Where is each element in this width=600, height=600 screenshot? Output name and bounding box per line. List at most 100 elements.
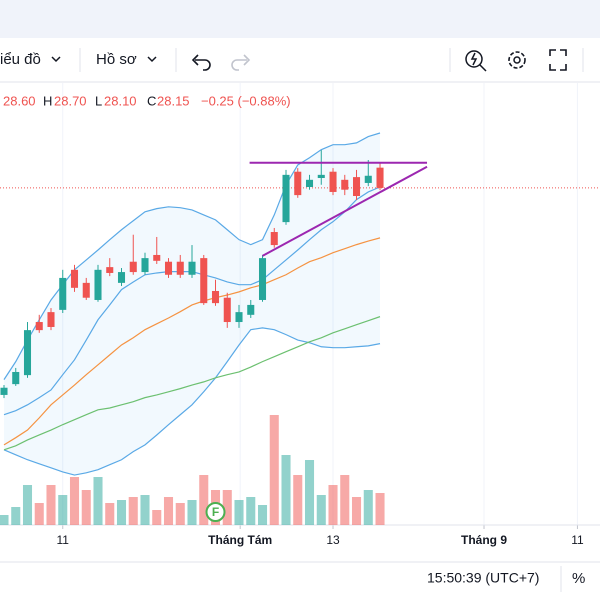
- icon: [465, 50, 483, 68]
- event-label: F: [212, 505, 219, 519]
- x-tick-label: 11: [571, 533, 584, 547]
- high-label: H: [43, 93, 52, 108]
- volume-bar: [316, 495, 326, 525]
- chart: 11 Tháng Tám 13 Tháng 9 11 F: [0, 83, 600, 547]
- volume-bar: [58, 495, 68, 525]
- event-marker[interactable]: F: [205, 502, 226, 522]
- candle-body: [235, 312, 243, 323]
- indicator-line: [3, 237, 381, 446]
- candle-body: [352, 177, 361, 197]
- chevron: [51, 56, 61, 63]
- candle-body: [188, 261, 196, 275]
- candle-body: [258, 258, 267, 300]
- fullscreen-button[interactable]: [549, 49, 567, 71]
- close-value: 28.15: [157, 93, 190, 108]
- candle-body: [106, 267, 114, 273]
- undo-button[interactable]: [191, 54, 211, 71]
- candle-body: [176, 261, 184, 275]
- volume-bar: [140, 495, 150, 525]
- volume-bar: [269, 415, 279, 525]
- event-circle: [205, 502, 226, 522]
- candle-body: [341, 179, 349, 190]
- volume-bar: [351, 497, 362, 525]
- candle-body: [153, 254, 161, 261]
- volume-bar: [340, 475, 350, 525]
- indicator-line: [3, 132, 381, 380]
- chevron: [147, 56, 157, 63]
- candle-body: [317, 174, 325, 179]
- volume-bar: [34, 503, 44, 525]
- volume-bar: [187, 500, 197, 525]
- volume-bar: [375, 493, 385, 525]
- volume-bar: [105, 503, 115, 525]
- volume-bar: [163, 497, 174, 525]
- volume-bar: [81, 490, 91, 525]
- close-label: C: [147, 93, 156, 108]
- candle-body: [329, 171, 337, 192]
- x-tick-label: Tháng 9: [461, 533, 507, 547]
- x-tick-label: 13: [326, 533, 340, 547]
- volume-bar: [11, 507, 21, 525]
- ohlc-legend: 28.60 H 28.70 L 28.10 C 28.15 −0.25 (−0.…: [3, 93, 291, 108]
- candle-body: [0, 387, 8, 395]
- percent-toggle[interactable]: %: [572, 570, 585, 587]
- candle-body: [200, 258, 208, 304]
- toolbar: [0, 38, 600, 82]
- open-value: 28.60: [3, 93, 36, 108]
- candle-body: [47, 312, 55, 327]
- settings-button[interactable]: [508, 51, 526, 69]
- change-value: −0.25 (−0.88%): [201, 93, 291, 108]
- candle-body: [294, 171, 302, 196]
- volume-bar: [175, 503, 185, 525]
- chart-menu-label: iểu đồ: [0, 51, 41, 68]
- volume-bar: [0, 515, 9, 525]
- candle-body: [129, 261, 137, 273]
- top-bar: [0, 0, 600, 38]
- candle-body: [270, 232, 278, 246]
- candle-body: [223, 297, 231, 323]
- volume-bar: [128, 497, 138, 525]
- volume-bar: [257, 505, 268, 525]
- clock: 15:50:39 (UTC+7): [427, 570, 539, 586]
- volume-bar: [93, 477, 103, 525]
- low-label: L: [95, 93, 102, 108]
- candle-body: [70, 269, 79, 288]
- candle-body: [23, 330, 32, 376]
- icon: [513, 56, 521, 64]
- x-tick-label: Tháng Tám: [208, 533, 272, 547]
- candle-body: [164, 261, 173, 275]
- candle-body: [59, 277, 67, 310]
- indicator-line: [3, 316, 381, 451]
- volume-bar: [363, 490, 373, 525]
- candle-body: [94, 269, 102, 300]
- candle-body: [35, 322, 43, 331]
- volume-bar: [304, 460, 315, 525]
- volume-bar: [328, 485, 338, 525]
- candle-body: [247, 304, 255, 315]
- volume-bar: [199, 475, 209, 525]
- indicator-line: [3, 327, 381, 476]
- volume-bar: [281, 455, 291, 525]
- candle-body: [305, 179, 314, 188]
- volume-bar: [116, 500, 127, 525]
- candle-body: [211, 290, 220, 304]
- volume-bar: [69, 477, 80, 525]
- profile-menu[interactable]: Hồ sơ: [96, 51, 157, 68]
- high-value: 28.70: [54, 93, 87, 108]
- candle-body: [364, 175, 372, 183]
- profile-menu-label: Hồ sơ: [96, 51, 137, 68]
- volume-bar: [293, 475, 303, 525]
- candle-body: [117, 272, 126, 283]
- alert-button[interactable]: [465, 50, 487, 72]
- chart-menu[interactable]: iểu đồ: [0, 51, 61, 68]
- volume-bar: [46, 485, 56, 525]
- volume-bar: [246, 497, 256, 525]
- trendline: [262, 165, 428, 257]
- candle-body: [12, 371, 20, 385]
- candle-body: [282, 174, 290, 223]
- icon: [470, 52, 487, 72]
- icon: [508, 51, 526, 69]
- redo-button[interactable]: [231, 54, 251, 71]
